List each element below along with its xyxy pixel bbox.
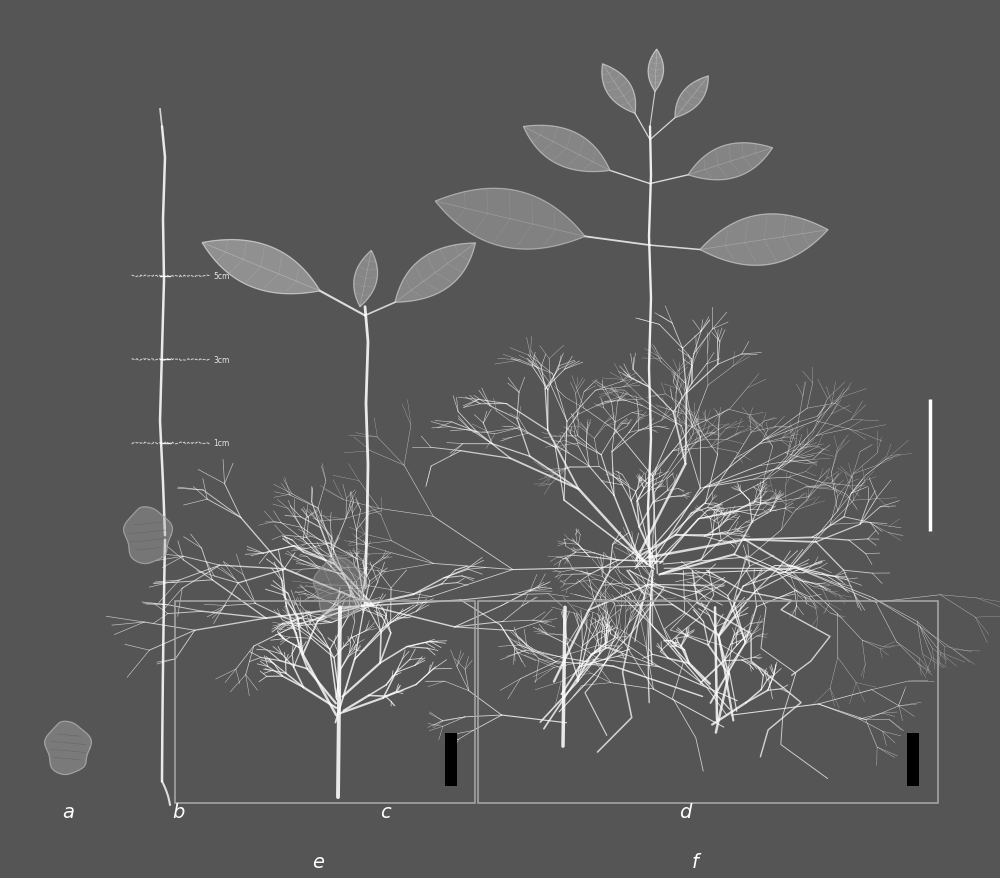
Text: 3cm: 3cm (213, 356, 229, 364)
Text: e: e (312, 852, 324, 871)
Text: d: d (679, 802, 691, 821)
Text: 5cm: 5cm (213, 272, 229, 281)
Polygon shape (435, 189, 585, 250)
Polygon shape (700, 214, 828, 266)
Polygon shape (124, 507, 172, 564)
Polygon shape (675, 76, 708, 119)
Text: 1cm: 1cm (213, 439, 229, 448)
Bar (478, 601, 938, 803)
Text: b: b (172, 802, 184, 821)
Polygon shape (354, 251, 378, 307)
Text: f: f (692, 852, 698, 871)
Polygon shape (648, 50, 664, 92)
Polygon shape (688, 144, 773, 181)
Text: a: a (62, 802, 74, 821)
Polygon shape (313, 558, 367, 619)
Polygon shape (395, 244, 475, 303)
Bar (175, 601, 475, 803)
Polygon shape (202, 241, 320, 294)
Bar (907, 733, 919, 786)
Polygon shape (45, 722, 91, 774)
Polygon shape (602, 65, 636, 114)
Polygon shape (523, 126, 610, 172)
Bar (445, 733, 457, 786)
Text: c: c (380, 802, 390, 821)
